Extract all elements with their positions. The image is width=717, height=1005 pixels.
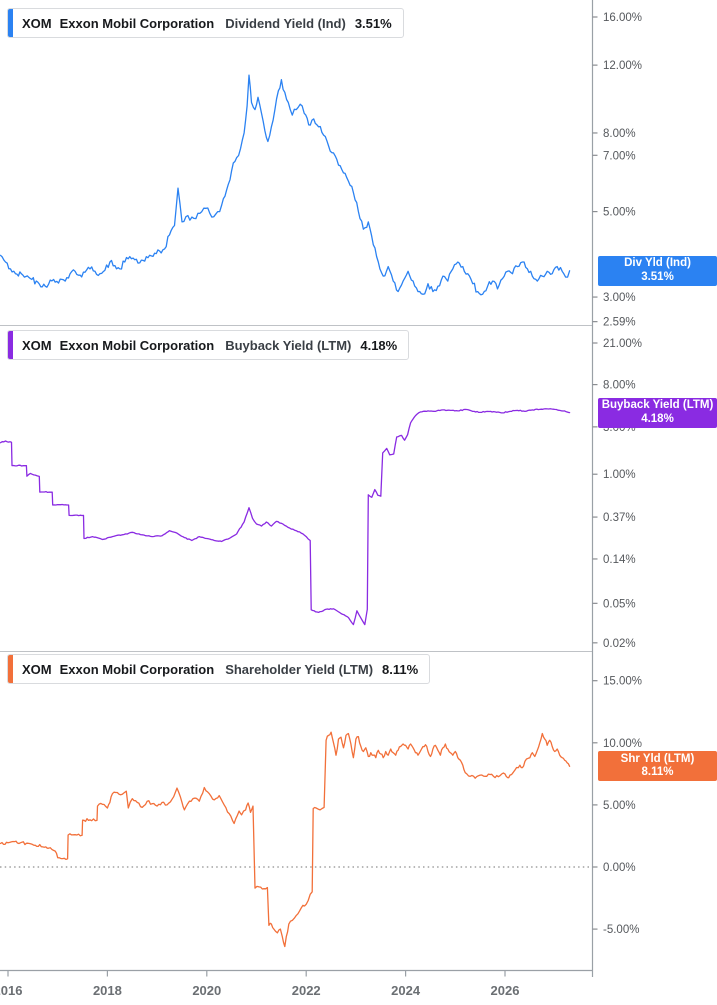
company-name: Exxon Mobil Corporation xyxy=(59,337,215,353)
badge-value-label: 4.18% xyxy=(641,412,674,425)
y-axis-tick-label: 5.00% xyxy=(603,800,636,812)
company-name: Exxon Mobil Corporation xyxy=(59,15,215,31)
metric-value: 3.51% xyxy=(354,15,392,31)
y-axis-tick-label: 0.37% xyxy=(603,512,636,524)
badge-metric-label: Shr Yld (LTM) xyxy=(620,752,695,765)
x-axis-year-label: 2016 xyxy=(0,983,22,998)
x-axis-year-label: 2026 xyxy=(491,983,520,998)
y-axis-tick-label: 0.00% xyxy=(603,862,636,874)
badge-value-label: 3.51% xyxy=(641,270,674,283)
series-header-text: XOM Exxon Mobil Corporation Buyback Yiel… xyxy=(13,331,397,359)
series-header-dividend-yield[interactable]: XOM Exxon Mobil Corporation Dividend Yie… xyxy=(7,8,404,38)
metric-name: Buyback Yield (LTM) xyxy=(225,337,352,353)
last-value-badge-buyback-yield[interactable]: Buyback Yield (LTM) 4.18% xyxy=(598,397,717,428)
y-axis-tick-label: 12.00% xyxy=(603,60,642,72)
y-axis-tick-label: 15.00% xyxy=(603,676,642,688)
ticker-label: XOM xyxy=(22,661,52,677)
y-axis-tick-label: 1.00% xyxy=(603,469,636,481)
y-axis-tick-label: 5.00% xyxy=(603,207,636,219)
last-value-badge-dividend-yield[interactable]: Div Yld (Ind) 3.51% xyxy=(598,255,717,286)
dividend-yield-line xyxy=(0,74,571,296)
metric-name: Shareholder Yield (LTM) xyxy=(225,661,374,677)
y-axis-tick-label: 0.14% xyxy=(603,554,636,566)
y-axis-tick-label: 10.00% xyxy=(603,738,642,750)
y-axis-tick-label: 8.00% xyxy=(603,380,636,392)
series-color-bar xyxy=(8,655,13,683)
metric-name: Dividend Yield (Ind) xyxy=(225,15,346,31)
badge-value-label: 8.11% xyxy=(641,766,674,779)
y-axis-tick-label: -5.00% xyxy=(603,924,639,936)
ticker-label: XOM xyxy=(22,337,52,353)
metric-value: 8.11% xyxy=(382,661,419,677)
series-header-shareholder-yield[interactable]: XOM Exxon Mobil Corporation Shareholder … xyxy=(7,654,431,684)
x-axis-year-label: 2022 xyxy=(292,983,321,998)
y-axis-tick-label: 8.00% xyxy=(603,128,636,140)
series-header-text: XOM Exxon Mobil Corporation Shareholder … xyxy=(13,655,418,683)
last-value-badge-shareholder-yield[interactable]: Shr Yld (LTM) 8.11% xyxy=(598,751,717,782)
y-axis-tick-label: 2.59% xyxy=(603,317,636,329)
y-axis-tick-label: 16.00% xyxy=(603,12,642,24)
y-axis-tick-label: 21.00% xyxy=(603,338,642,350)
x-axis-year-label: 2024 xyxy=(391,983,421,998)
series-color-bar xyxy=(8,9,13,37)
company-name: Exxon Mobil Corporation xyxy=(59,661,215,677)
badge-metric-label: Div Yld (Ind) xyxy=(624,257,691,270)
y-axis-tick-label: 0.02% xyxy=(603,638,636,650)
ticker-label: XOM xyxy=(22,15,52,31)
buyback-yield-line xyxy=(0,408,571,626)
shareholder-yield-line xyxy=(0,731,571,948)
y-axis-tick-label: 7.00% xyxy=(603,150,636,162)
x-axis-year-label: 2018 xyxy=(93,983,122,998)
series-color-bar xyxy=(8,331,13,359)
series-header-buyback-yield[interactable]: XOM Exxon Mobil Corporation Buyback Yiel… xyxy=(7,330,410,360)
badge-metric-label: Buyback Yield (LTM) xyxy=(601,399,714,412)
series-header-text: XOM Exxon Mobil Corporation Dividend Yie… xyxy=(13,9,392,37)
x-axis-year-label: 2020 xyxy=(192,983,221,998)
metric-value: 4.18% xyxy=(360,337,398,353)
y-axis-tick-label: 0.05% xyxy=(603,598,636,610)
y-axis-tick-label: 3.00% xyxy=(603,292,636,304)
